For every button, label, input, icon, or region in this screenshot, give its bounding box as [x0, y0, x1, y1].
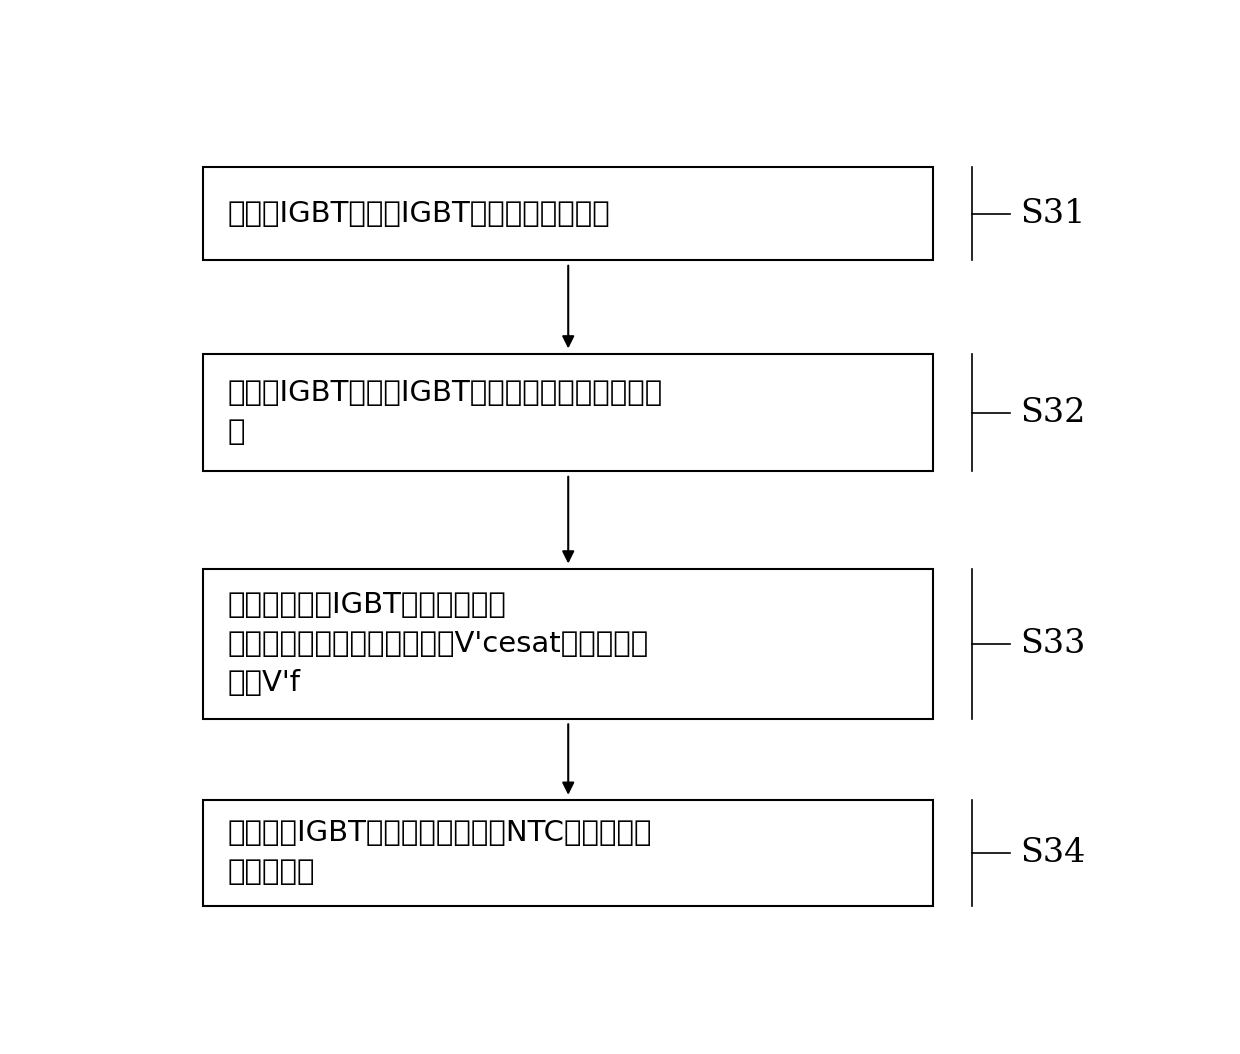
- Text: 分别测量所述IGBT模块及二极管
在稳定状态时的第二饱和电压V'cesat及第二正向
电压V'f: 分别测量所述IGBT模块及二极管 在稳定状态时的第二饱和电压V'cesat及第二…: [227, 591, 649, 697]
- Text: 测量所述IGBT模块的负温度系数NTC温度传感器
的采样温度: 测量所述IGBT模块的负温度系数NTC温度传感器 的采样温度: [227, 819, 651, 886]
- Text: 对所述IGBT模块的IGBT及二极管分别通以微小电
流: 对所述IGBT模块的IGBT及二极管分别通以微小电 流: [227, 379, 662, 446]
- Bar: [203, 354, 934, 471]
- Bar: [203, 800, 934, 905]
- Text: 使所述IGBT模块的IGBT及二极管分别导通: 使所述IGBT模块的IGBT及二极管分别导通: [227, 199, 610, 228]
- Text: S32: S32: [1019, 396, 1085, 429]
- Text: S34: S34: [1019, 837, 1085, 868]
- Bar: [203, 168, 934, 260]
- Text: S33: S33: [1019, 628, 1085, 660]
- Bar: [203, 569, 934, 719]
- Text: S31: S31: [1019, 198, 1085, 230]
